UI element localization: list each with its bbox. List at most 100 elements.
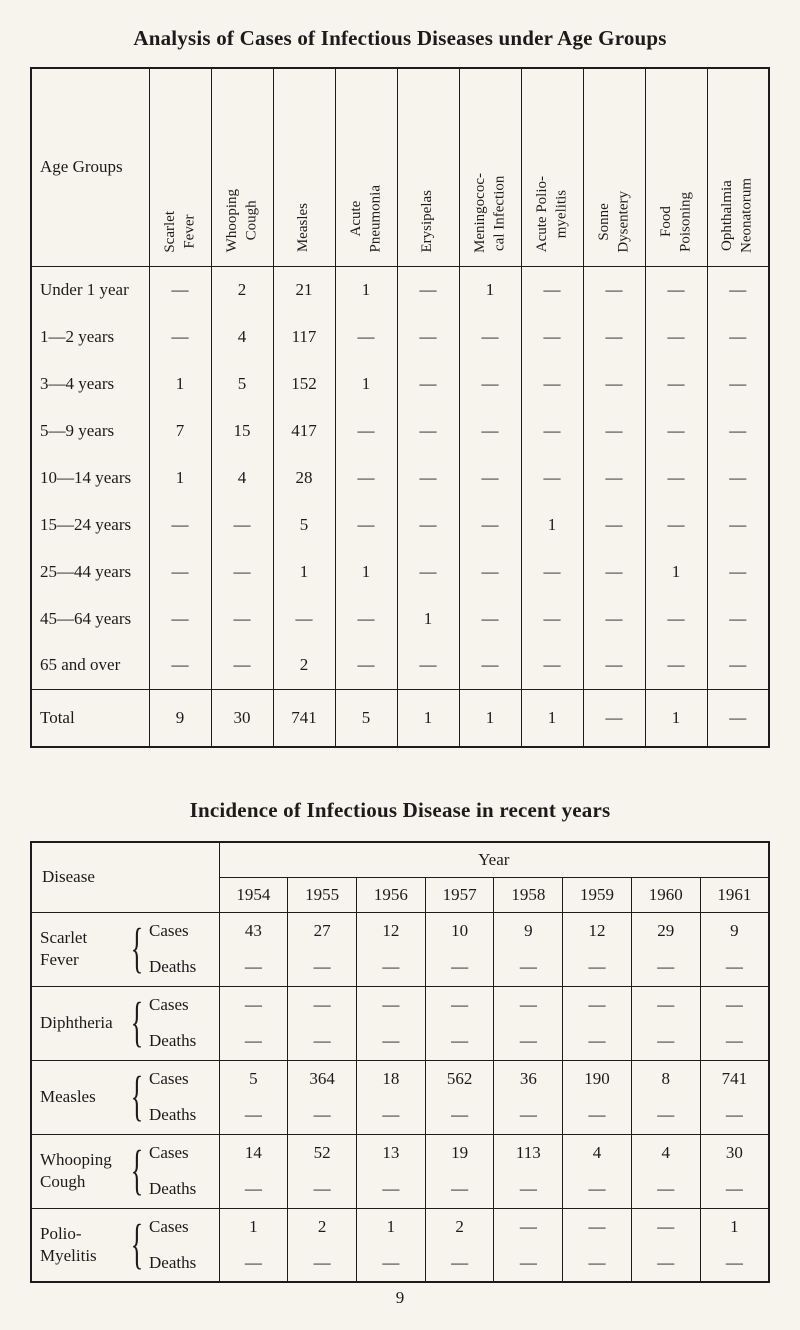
- column-header-meningococcal-infection: Meningococ- cal Infection: [471, 172, 508, 253]
- age-group-label: 45—64 years: [40, 608, 132, 628]
- year-label: 1960: [630, 877, 701, 913]
- cell: —: [287, 985, 357, 1023]
- cell: —: [706, 548, 769, 595]
- cell: —: [644, 501, 707, 548]
- cell: —: [272, 595, 335, 642]
- table-row: Under 1 year — 2 21 1 — 1 — — — —: [31, 266, 769, 313]
- cell: —: [520, 548, 583, 595]
- cell: —: [493, 1023, 563, 1060]
- table-row: 15—24 years — — 5 — — — 1 — — —: [31, 501, 769, 548]
- cell: 9: [148, 688, 211, 747]
- cell: —: [334, 501, 397, 548]
- cell: —: [699, 1097, 769, 1134]
- cell: —: [424, 1245, 494, 1282]
- cell: —: [355, 1097, 426, 1134]
- cell: 741: [272, 688, 335, 747]
- cell: —: [458, 360, 521, 407]
- cell: 5: [272, 501, 335, 548]
- table-row: Diphtheria { Cases — — — — — — — —: [31, 985, 769, 1060]
- cell: 417: [272, 407, 335, 454]
- cell: —: [355, 985, 426, 1023]
- cell: —: [287, 1245, 357, 1282]
- year-label: 1955: [287, 877, 357, 913]
- cases-label: Cases: [147, 911, 220, 949]
- cell: —: [458, 501, 521, 548]
- cell: —: [644, 642, 707, 689]
- cell: —: [562, 1207, 632, 1245]
- brace-glyph: {: [127, 1059, 147, 1134]
- year-label: 1961: [699, 877, 769, 913]
- cell: —: [562, 1171, 632, 1208]
- cell: —: [582, 642, 645, 689]
- cell: 30: [699, 1133, 769, 1171]
- age-group-label: 10—14 years: [40, 467, 132, 487]
- table-row: Measles { Cases 5 364 18 562 36 190 8 74…: [31, 1059, 769, 1134]
- cell: —: [458, 407, 521, 454]
- cell: —: [287, 1023, 357, 1060]
- cell: —: [493, 1097, 563, 1134]
- cell: 8: [630, 1059, 701, 1097]
- year-header: Year: [218, 842, 769, 878]
- cell: 364: [287, 1059, 357, 1097]
- cell: —: [210, 642, 273, 689]
- disease-header: Disease: [42, 867, 95, 887]
- cell: 12: [355, 911, 426, 949]
- cell: —: [148, 313, 211, 360]
- deaths-label: Deaths: [149, 1179, 197, 1199]
- cell: —: [493, 985, 563, 1023]
- incidence-table: Disease Year 1954 1955 1956 1957 1958 19…: [30, 841, 770, 1283]
- cell: —: [287, 1097, 357, 1134]
- column-header-acute-pneumonia: Acute Pneumonia: [347, 185, 384, 253]
- cell: —: [699, 985, 769, 1023]
- cell: —: [520, 642, 583, 689]
- cell: 36: [493, 1059, 563, 1097]
- cell: —: [630, 1023, 701, 1060]
- cell: 43: [218, 911, 288, 949]
- cell: —: [706, 266, 769, 313]
- cell: 113: [493, 1133, 563, 1171]
- cell: —: [520, 595, 583, 642]
- cell: 52: [287, 1133, 357, 1171]
- cell: —: [210, 595, 273, 642]
- cell: 18: [355, 1059, 426, 1097]
- cell: —: [396, 407, 459, 454]
- cell: 14: [218, 1133, 288, 1171]
- disease-name: Whooping Cough: [31, 1133, 127, 1208]
- cell: 4: [562, 1133, 632, 1171]
- cell: —: [644, 266, 707, 313]
- table-row: 10—14 years 1 4 28 — — — — — — —: [31, 454, 769, 501]
- cell: —: [396, 642, 459, 689]
- brace-glyph: {: [127, 1133, 147, 1208]
- cell: 13: [355, 1133, 426, 1171]
- cell: 5: [210, 360, 273, 407]
- cell: —: [210, 548, 273, 595]
- cell: —: [582, 595, 645, 642]
- table-row: Deaths — — — — — — — —: [31, 1023, 769, 1060]
- disease-name: Polio- Myelitis: [31, 1207, 127, 1282]
- cell: —: [582, 266, 645, 313]
- cell: —: [582, 454, 645, 501]
- cell: —: [706, 501, 769, 548]
- table-row: 3—4 years 1 5 152 1 — — — — — —: [31, 360, 769, 407]
- cell: —: [562, 1097, 632, 1134]
- table-row: 25—44 years — — 1 1 — — — — 1 —: [31, 548, 769, 595]
- cell: 1: [355, 1207, 426, 1245]
- cell: 2: [287, 1207, 357, 1245]
- cell: —: [562, 949, 632, 986]
- cell: 1: [334, 360, 397, 407]
- cell: —: [396, 266, 459, 313]
- column-header-scarlet-fever: Scarlet Fever: [161, 210, 198, 253]
- cell: 7: [148, 407, 211, 454]
- cell: —: [644, 407, 707, 454]
- cell: —: [520, 313, 583, 360]
- cell: —: [458, 595, 521, 642]
- age-group-label: 5—9 years: [40, 420, 115, 440]
- age-group-label: 3—4 years: [40, 373, 115, 393]
- cell: —: [706, 642, 769, 689]
- table-row: 45—64 years — — — — 1 — — — — —: [31, 595, 769, 642]
- cell: 1: [148, 454, 211, 501]
- year-label: 1956: [355, 877, 426, 913]
- deaths-label: Deaths: [149, 1105, 197, 1125]
- cell: 1: [644, 688, 707, 747]
